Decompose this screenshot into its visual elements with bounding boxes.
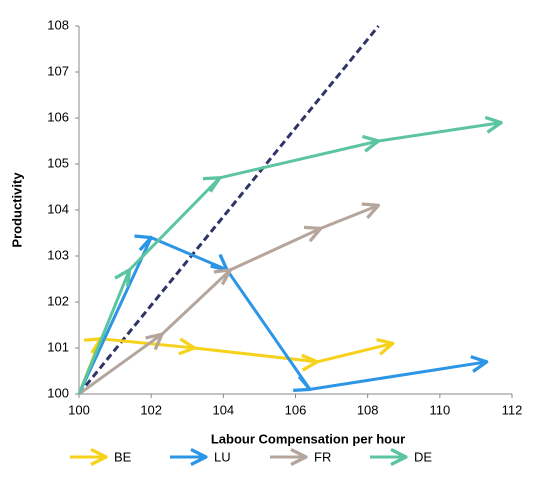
x-tick-label: 102: [140, 402, 162, 417]
reference-line: [77, 25, 380, 395]
x-tick-label: 112: [502, 402, 523, 417]
y-tick-label: 102: [47, 293, 69, 308]
series-line: [77, 339, 393, 395]
x-tick-label: 108: [357, 402, 379, 417]
y-tick-label: 105: [47, 155, 69, 170]
legend-label: BE: [114, 449, 132, 464]
series-line: [77, 123, 501, 395]
y-tick-label: 101: [47, 339, 69, 354]
y-tick-label: 106: [47, 109, 69, 124]
legend-label: DE: [414, 449, 432, 464]
legend-label: LU: [214, 449, 231, 464]
y-tick-label: 100: [47, 385, 69, 400]
x-tick-label: 106: [285, 402, 307, 417]
y-tick-label: 107: [47, 63, 69, 78]
y-tick-label: 104: [47, 201, 69, 216]
y-tick-label: 103: [47, 247, 69, 262]
y-axis-title: Productivity: [9, 172, 24, 248]
legend-label: FR: [314, 449, 331, 464]
y-tick-label: 108: [47, 17, 69, 32]
x-tick-label: 110: [429, 402, 450, 417]
x-tick-label: 104: [212, 402, 234, 417]
x-axis-title: Labour Compensation per hour: [211, 431, 405, 446]
x-tick-label: 100: [68, 402, 90, 417]
